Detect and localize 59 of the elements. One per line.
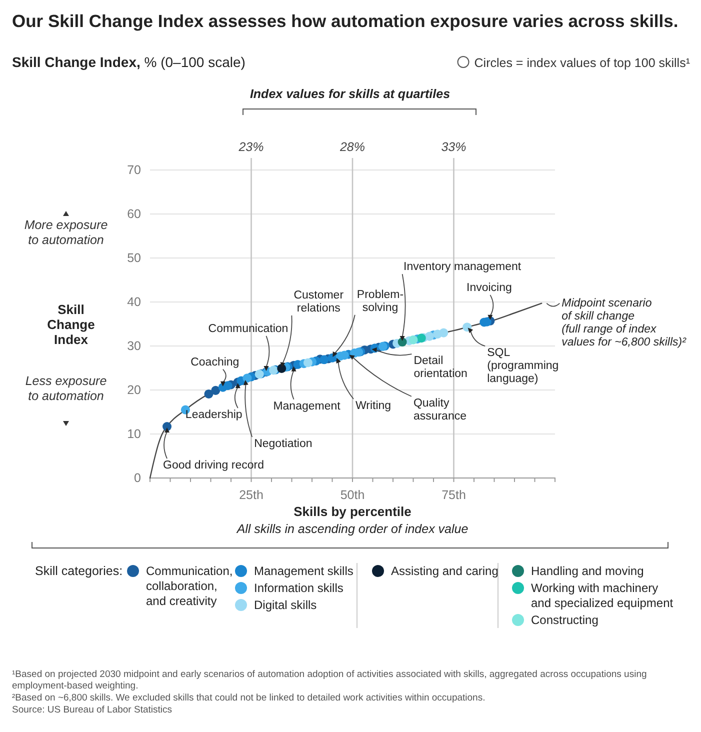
x-tick-label: 75th [442,488,466,502]
annotation: Inventory management [404,261,522,274]
text: ¹Based on projected 2030 midpoint and early scenarios of automation adoption of activities associated with skills, aggregated across occupations using employment-based weighting. [12,669,647,692]
y-tick-label: 10 [127,427,142,441]
y-axis-title: Skill Change Index [47,302,95,347]
text: Circles = index values of top 100 skills¹ [474,56,690,70]
text: 28% [338,140,366,154]
text: 23% [238,140,264,154]
y-tick-label: 40 [127,295,142,309]
point [424,332,434,341]
annotation: Midpoint scenario of skill change (full range of index values for ~6,800 skills)² [562,297,688,348]
legend-label: Digital skills [254,598,317,612]
legend-label: Constructing [531,613,598,627]
annotation: Invoicing [466,282,512,294]
text: Less exposure to automation [25,374,107,403]
point [303,358,312,368]
legend-label: Communication, collaboration, and creativity [146,564,233,608]
annotation: SQL (programming language) [487,347,559,386]
annotation: Detail orientation [414,355,468,380]
x-axis-title: Skills by percentile [294,504,412,519]
x-tick-label: 25th [239,488,264,502]
text: Index values for skills at quartiles [250,87,450,101]
chart-subtitle: Skill Change Index, % (0–100 scale) [12,54,246,70]
annotation: Coaching [190,356,240,368]
point [204,389,214,398]
y-tick-label: 70 [127,163,142,177]
legend-label: Assisting and caring [391,564,498,578]
legend-title: Skill categories: [35,564,123,578]
annotation: Communication [208,322,288,335]
annotation: Leadership [185,409,242,422]
chart-title: Our Skill Change Index assesses how automation exposure varies across skills. [12,11,678,31]
text: All skills in ascending order of index value [236,522,468,536]
point [223,381,232,390]
annotation: Quality assurance [413,397,467,422]
y-tick-label: 30 [127,339,142,353]
text: ²Based on ~6,800 skills. We excluded skills that could not be linked to detailed work activities within occupations. [12,692,486,704]
point [408,335,418,344]
y-tick-label: 0 [134,471,142,485]
text: 33% [441,140,466,154]
x-tick-label: 50th [340,488,365,502]
legend-label: Working with machinery and specialized equipment [531,581,674,610]
legend-label: Information skills [254,581,344,595]
source-note: Source: US Bureau of Labor Statistics [12,704,172,716]
annotation: Problem- solving [356,288,404,314]
annotation: Writing [356,400,392,412]
point [439,328,448,338]
annotation: Negotiation [254,438,312,450]
legend-label: Handling and moving [531,564,644,578]
annotation: Management [273,400,342,412]
y-tick-label: 20 [127,383,142,397]
point [211,386,220,395]
y-tick-label: 50 [127,251,142,265]
point [320,355,329,364]
annotation: Good driving record [163,460,264,472]
point [242,374,252,383]
legend-label: Management skills [254,564,354,578]
text: More exposure to automation [24,218,108,247]
y-tick-label: 60 [127,207,142,221]
annotation: Customer relations [294,289,344,314]
